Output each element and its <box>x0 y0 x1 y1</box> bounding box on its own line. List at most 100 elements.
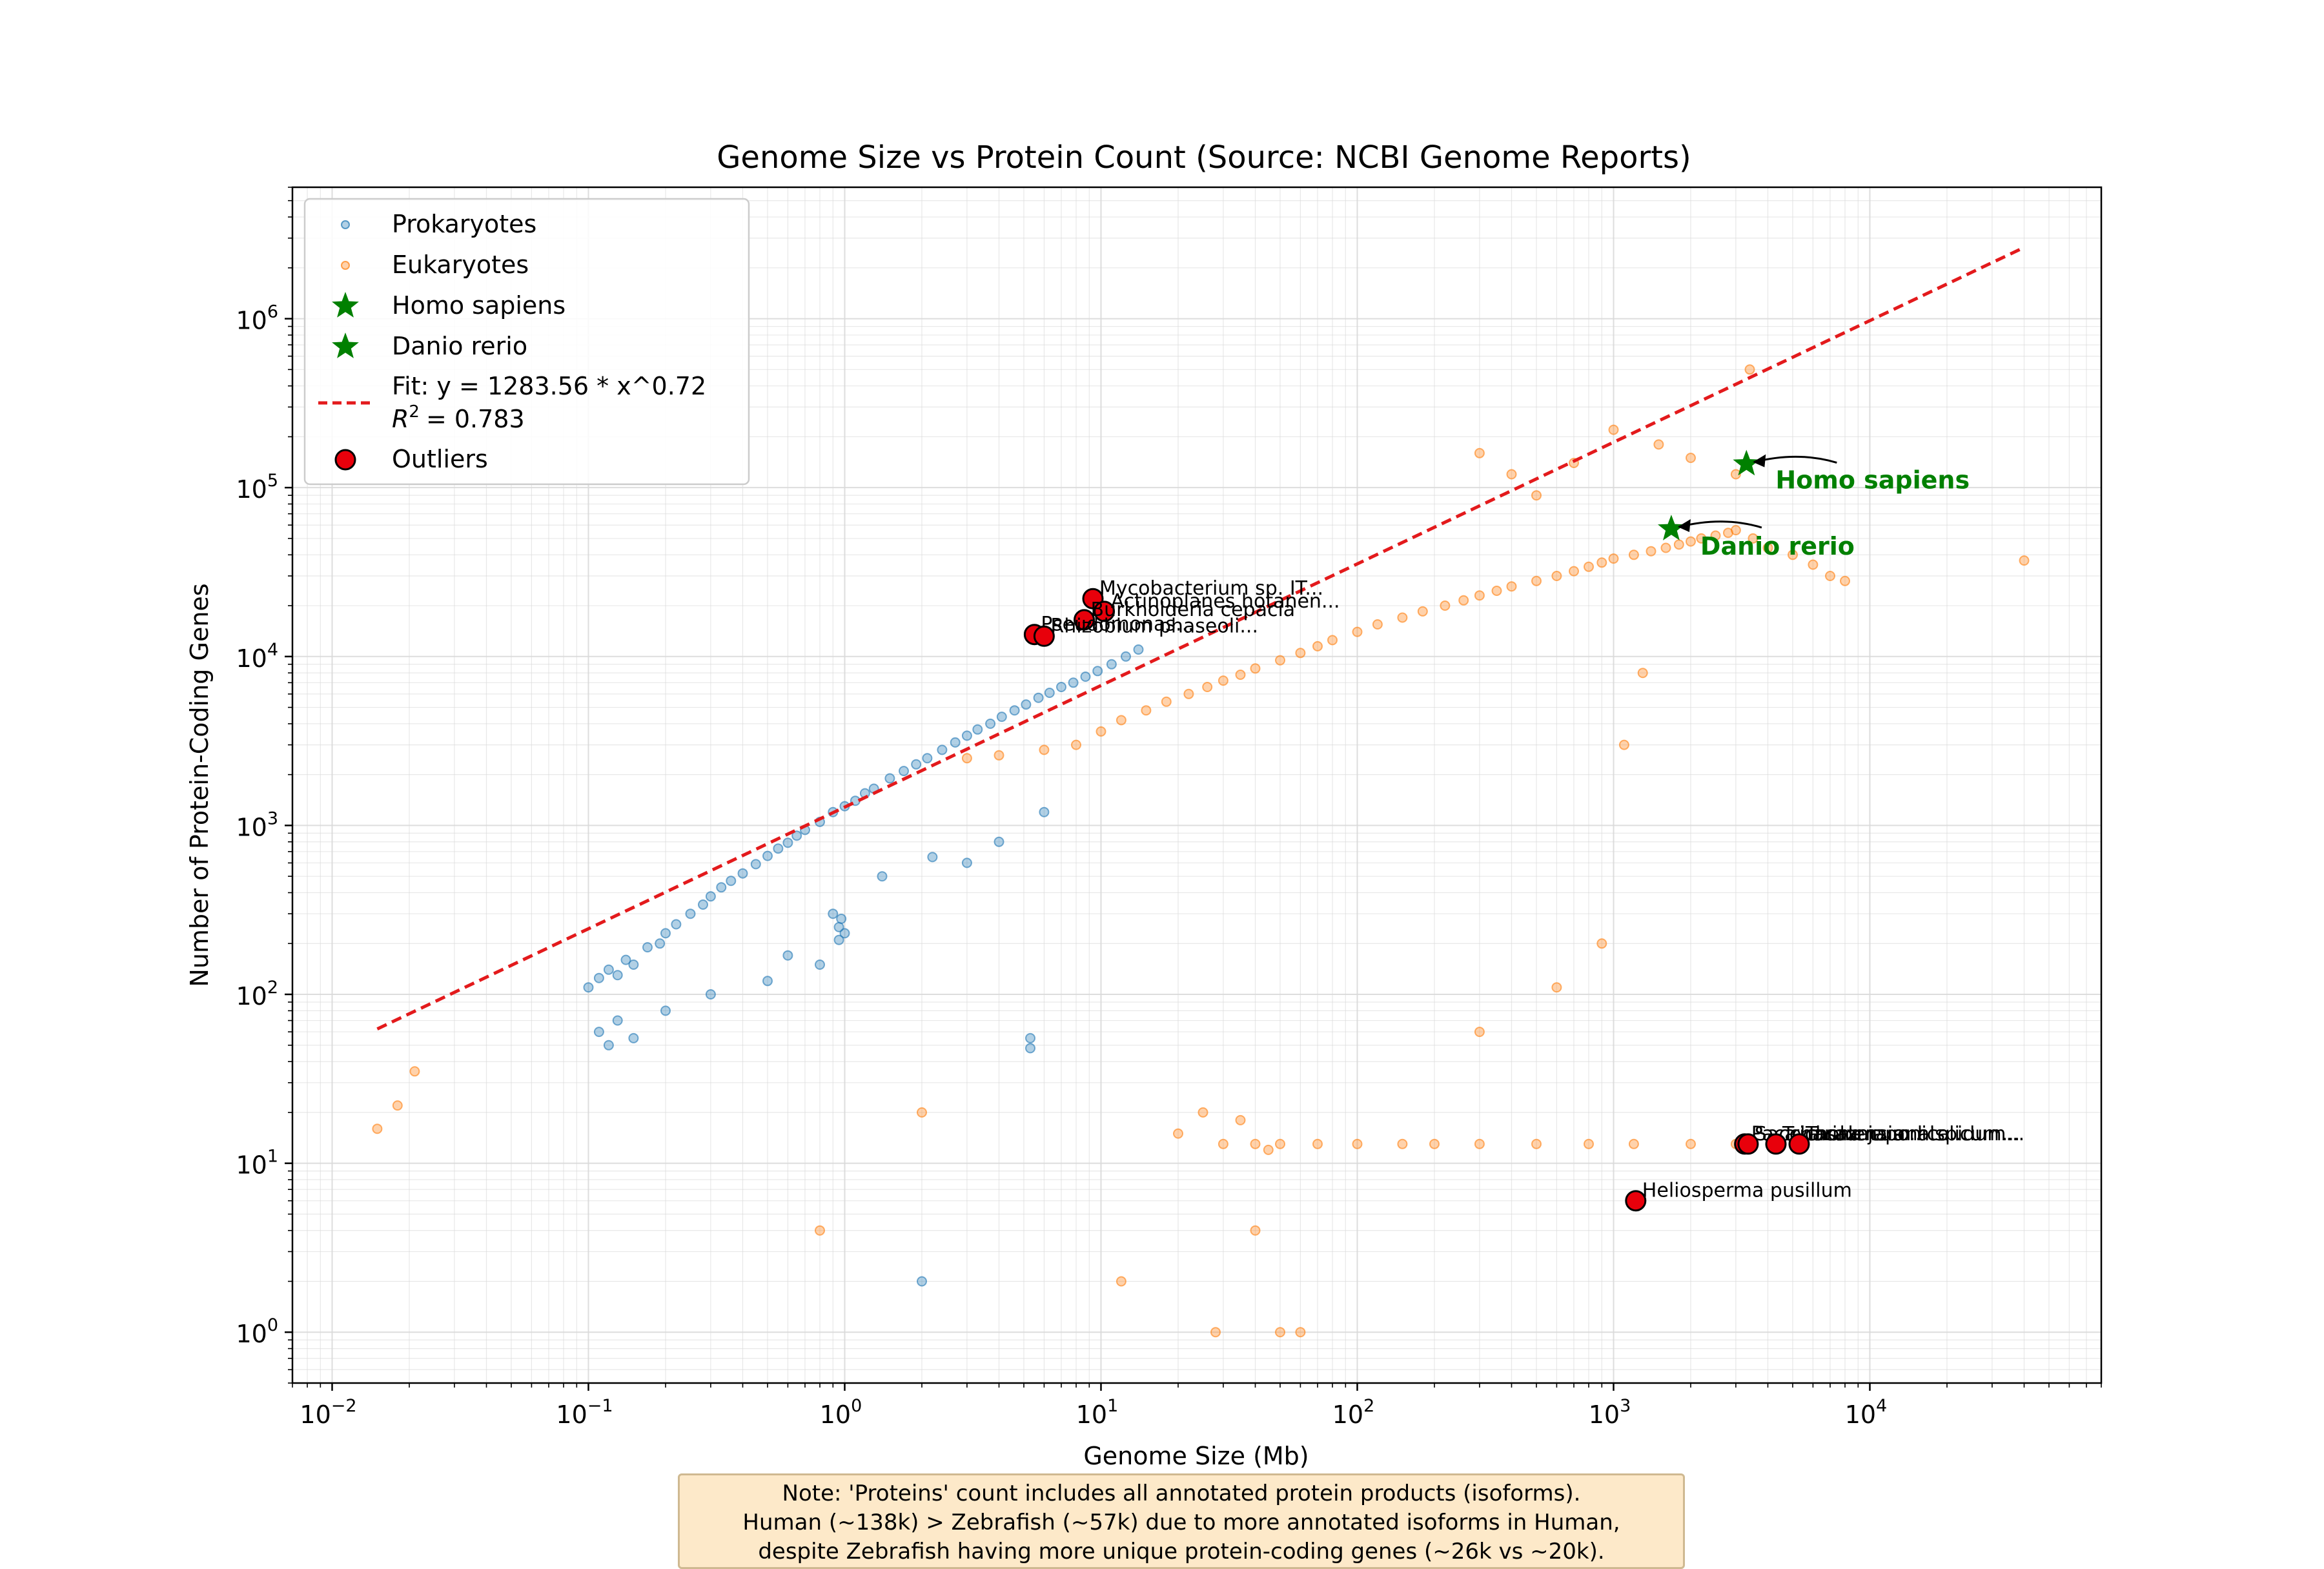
legend-r2-value: = 0.783 <box>426 405 525 433</box>
outlier-layer: Mycobacterium sp. IT...Actinoplanes hota… <box>1023 577 2024 1212</box>
eukaryote-point <box>1637 668 1648 679</box>
prokaryote-point <box>839 928 850 939</box>
data-points <box>372 364 2030 1338</box>
prokaryote-point <box>660 928 671 939</box>
eukaryote-point <box>1686 536 1696 547</box>
eukaryote-point <box>1730 469 1741 480</box>
prokaryote-point <box>628 1032 639 1043</box>
x-tick-label: 103 <box>1589 1396 1631 1429</box>
prokaryote-point <box>899 766 909 777</box>
prokaryote-point <box>1121 651 1131 662</box>
eukaryote-point <box>1397 1138 1408 1149</box>
note-line: Human (~138k) > Zebrafish (~57k) due to … <box>742 1510 1620 1535</box>
eukaryote-point <box>1628 549 1639 560</box>
eukaryote-point <box>1653 439 1664 450</box>
eukaryote-point <box>1840 575 1850 586</box>
eukaryote-point <box>1250 1225 1261 1236</box>
eukaryote-point <box>1312 1138 1323 1149</box>
y-tick-label: 100 <box>236 1315 278 1348</box>
prokaryote-point <box>737 868 748 879</box>
annotation-arrowhead <box>1677 519 1691 533</box>
prokaryote-point <box>961 730 972 741</box>
eukaryote-point <box>1161 696 1172 707</box>
outlier-point <box>1737 1133 1759 1155</box>
prokaryote-point <box>833 934 844 945</box>
eukaryote-point <box>1584 561 1594 572</box>
eukaryote-point <box>1235 1114 1246 1125</box>
prokaryote-point <box>877 871 888 882</box>
x-axis: 10−2 10−1 100 101 102 103 104 <box>292 1383 2102 1429</box>
eukaryote-point <box>1071 739 1081 750</box>
eukaryote-point <box>1183 688 1194 699</box>
fit-line-layer <box>376 245 2025 1031</box>
y-tick-label: 106 <box>236 302 278 335</box>
x-tick-label: 100 <box>820 1396 862 1429</box>
outlier-point <box>1074 609 1095 631</box>
eukaryote-point <box>1628 1138 1639 1149</box>
eukaryote-point <box>1696 533 1707 544</box>
prokaryote-point <box>762 976 773 987</box>
prokaryote-point <box>603 964 614 975</box>
eukaryote-point <box>1730 525 1741 536</box>
eukaryote-point <box>815 1225 825 1236</box>
eukaryote-point <box>1210 1327 1221 1338</box>
prokaryote-point <box>972 724 983 735</box>
outlier-point <box>1788 1133 1810 1155</box>
outlier-label: Rhizobium phaseoli... <box>1050 615 1258 637</box>
eukaryote-point <box>1352 1138 1363 1149</box>
eukaryote-point <box>1531 575 1542 586</box>
eukaryote-point <box>1596 938 1607 949</box>
prokaryote-point <box>994 836 1004 847</box>
eukaryote-point <box>1660 542 1671 553</box>
y-tick-label: 101 <box>236 1147 278 1180</box>
eukaryote-point <box>1551 571 1562 581</box>
eukaryote-point <box>1825 571 1835 581</box>
x-tick-label: 104 <box>1845 1396 1888 1429</box>
eukaryote-point <box>1569 566 1579 577</box>
prokaryote-point <box>1068 677 1079 688</box>
eukaryote-point <box>1235 670 1246 680</box>
eukaryote-point <box>1312 641 1323 651</box>
annotation-arrowhead <box>1753 454 1766 467</box>
prokaryote-point <box>603 1040 614 1051</box>
prokaryote-point <box>884 773 895 784</box>
eukaryote-point <box>1748 533 1758 544</box>
eukaryote-point <box>1531 1138 1542 1149</box>
eukaryote-point <box>1116 715 1126 726</box>
outlier-label: Taraxacum hispidum... <box>1805 1123 2024 1145</box>
prokaryote-point <box>1025 1032 1035 1043</box>
x-tick-label: 10−2 <box>300 1396 356 1429</box>
prokaryote-point <box>1044 688 1055 698</box>
prokaryote-point <box>705 891 716 902</box>
eukaryote-point <box>1474 1138 1485 1149</box>
danio-rerio-star <box>1658 515 1685 540</box>
eukaryote-point <box>1491 586 1502 596</box>
outlier-label: Burkholderia cepacia <box>1091 599 1296 621</box>
eukaryote-point <box>1608 424 1619 435</box>
eukaryote-point <box>1275 655 1285 666</box>
eukaryote-point <box>1141 705 1152 716</box>
prokaryote-point <box>593 1027 604 1038</box>
eukaryote-point <box>1295 1327 1306 1338</box>
outlier-point <box>1625 1190 1647 1212</box>
prokaryote-point <box>685 908 696 919</box>
outlier-point <box>1094 600 1116 622</box>
outlier-label: Mycobacterium sp. IT... <box>1099 577 1323 600</box>
prokaryote-point <box>961 857 972 868</box>
prokaryote-point <box>815 959 825 970</box>
legend-marker-eukaryotes <box>341 261 350 270</box>
eukaryote-point <box>1596 557 1607 568</box>
prokaryote-point <box>1133 644 1144 655</box>
y-axis-label: Number of Protein-Coding Genes <box>185 583 214 987</box>
outlier-point <box>1765 1133 1787 1155</box>
eukaryote-point <box>1686 453 1696 464</box>
eukaryote-point <box>1352 626 1363 637</box>
prokaryote-point <box>612 970 623 981</box>
eukaryote-point <box>1250 1138 1261 1149</box>
prokaryote-point <box>836 914 847 924</box>
prokaryote-point <box>612 1015 623 1026</box>
eukaryote-point <box>1608 553 1619 564</box>
legend-label-eukaryotes: Eukaryotes <box>392 251 529 279</box>
eukaryote-point <box>961 753 972 764</box>
